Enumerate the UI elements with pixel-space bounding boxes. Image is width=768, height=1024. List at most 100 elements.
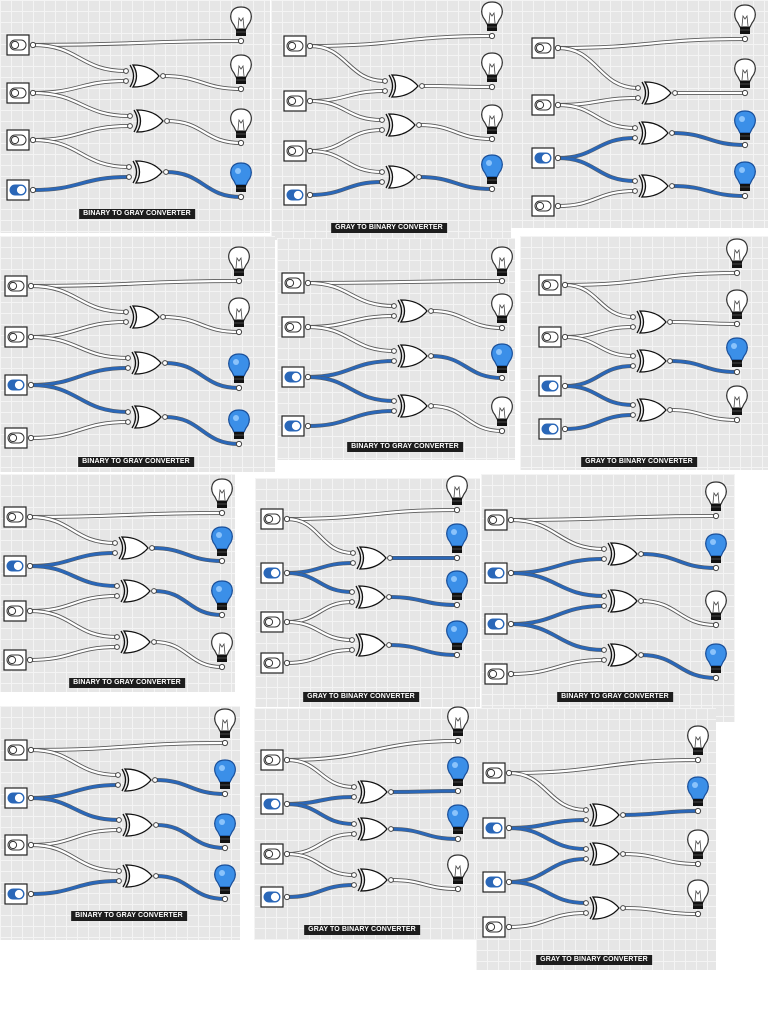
bulb-off-icon [447,706,469,745]
toggle-switch[interactable] [531,94,562,116]
wire [286,600,353,624]
switch-output-pin [554,154,562,162]
switch-knob [8,745,18,755]
switch-output-pin [27,794,35,802]
toggle-switch[interactable] [531,195,562,217]
bulb-off-icon [447,854,469,893]
wires [30,279,240,446]
toggle-switch[interactable] [538,418,569,440]
bulb-off-icon [734,4,756,43]
toggle-switch[interactable] [3,649,34,671]
wire [640,653,717,680]
wires [29,511,223,669]
bulb-input-pin [712,674,720,682]
xor-gate-icon [379,113,422,137]
bulb-input-pin [235,384,243,392]
bulb-input-pin [741,35,749,43]
circuit-diagram [4,246,250,449]
xor-gate-icon [116,864,159,888]
toggle-switch[interactable] [281,272,312,294]
toggle-switch[interactable] [260,652,291,674]
toggle-switch[interactable] [260,886,291,908]
wire [430,309,503,330]
toggle-switch[interactable] [482,916,513,938]
toggle-switch[interactable] [281,415,312,437]
wire [418,123,493,141]
bulb-off-icon [230,108,252,147]
switch-knob [270,892,280,902]
converter-panel: GRAY TO BINARY CONVERTER [255,475,480,707]
switch-knob [16,185,26,195]
toggle-switch[interactable] [6,179,37,201]
xor-gate-icon [127,109,170,133]
toggle-switch[interactable] [281,366,312,388]
switch-knob [264,755,274,765]
toggle-switch[interactable] [484,663,515,685]
switch-output-pin [283,515,291,523]
toggle-switch[interactable] [538,375,569,397]
bulb-input-pin [218,557,226,565]
toggle-switch[interactable] [260,793,291,815]
circuit-diagram [283,1,503,206]
toggle-switch[interactable] [6,82,37,104]
toggle-switch[interactable] [484,613,515,635]
toggle-switch[interactable] [283,90,314,112]
toggle-switch[interactable] [538,274,569,296]
toggle-switch[interactable] [260,749,291,771]
toggle-switch[interactable] [6,34,37,56]
xor-gate-icon [583,842,626,866]
toggle-switch[interactable] [3,600,34,622]
wire [640,552,717,570]
toggle-switch[interactable] [4,326,35,348]
toggle-switch[interactable] [281,316,312,338]
toggle-switch[interactable] [484,509,515,531]
toggle-switch[interactable] [4,374,35,396]
toggle-switch[interactable] [4,739,35,761]
toggle-switch[interactable] [4,275,35,297]
wires [286,508,458,665]
toggle-switch[interactable] [4,883,35,905]
toggle-switch[interactable] [4,834,35,856]
toggle-switch[interactable] [6,129,37,151]
toggle-switch[interactable] [4,787,35,809]
bulb-input-pin [235,328,243,336]
wires [30,741,226,901]
switch-output-pin [27,841,35,849]
switch-knob [494,568,504,578]
toggle-switch[interactable] [283,184,314,206]
bulb-input-pin [453,506,461,514]
toggle-switch[interactable] [260,843,291,865]
bulb-input-pin [454,835,462,843]
bulb-off-icon [687,725,709,764]
bulb-input-pin [694,860,702,868]
wire [564,384,634,407]
toggle-switch[interactable] [283,140,314,162]
switch-output-pin [306,147,314,155]
toggle-switch[interactable] [4,427,35,449]
converter-panel: GRAY TO BINARY CONVERTER [476,708,716,970]
bulb-input-pin [741,89,749,97]
bulb-off-icon [491,293,513,332]
toggle-switch[interactable] [538,326,569,348]
toggle-switch[interactable] [3,555,34,577]
toggle-switch[interactable] [531,147,562,169]
wire [508,880,587,905]
components [281,246,513,437]
toggle-switch[interactable] [482,871,513,893]
toggle-switch[interactable] [482,762,513,784]
toggle-switch[interactable] [260,611,291,633]
wire [30,279,240,288]
xor-gate-icon [632,174,675,198]
wires [510,514,717,680]
toggle-switch[interactable] [283,35,314,57]
converter-caption: BINARY TO GRAY CONVERTER [347,442,463,452]
toggle-switch[interactable] [260,562,291,584]
toggle-switch[interactable] [3,506,34,528]
toggle-switch[interactable] [260,508,291,530]
xor-gate-icon [391,299,434,323]
bulb-off-icon [705,590,727,629]
toggle-switch[interactable] [482,817,513,839]
switch-output-pin [27,282,35,290]
toggle-switch[interactable] [484,562,515,584]
toggle-switch[interactable] [531,37,562,59]
